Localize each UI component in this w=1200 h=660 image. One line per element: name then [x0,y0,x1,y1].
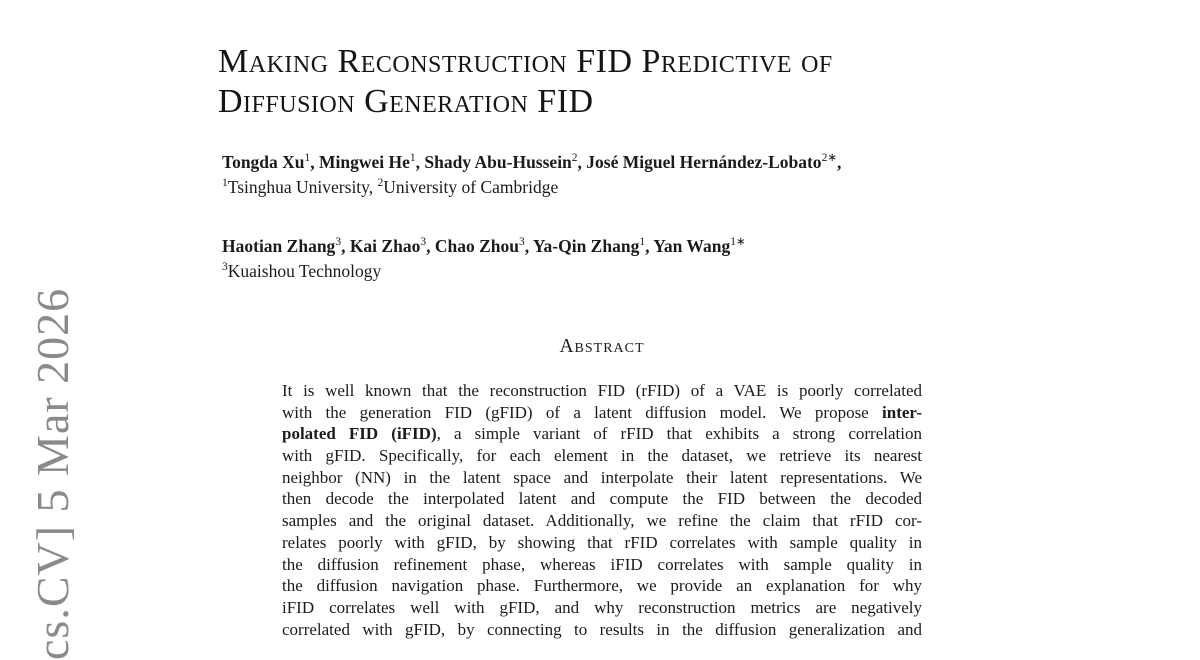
abstract-line: iFID correlates well with gFID, and why … [282,597,922,619]
abstract-text: , a simple variant of rFID that exhibits… [436,424,922,444]
abstract-text: It is well known that the reconstruction… [282,381,922,400]
author-name: Mingwei He [319,152,410,172]
affiliation-marker: 1 [222,177,228,190]
abstract-line: polated FID (iFID), a simple variant of … [282,423,922,445]
abstract-text: the diffusion navigation phase. Furtherm… [282,576,922,596]
author-name: Yan Wang [653,236,731,256]
author-affiliation-marker: 3 [335,236,342,249]
abstract-line: the diffusion refinement phase, whereas … [282,554,922,576]
author-name: Kai Zhao [349,236,421,256]
abstract-text: neighbor (NN) in the latent space and in… [282,467,922,487]
author-affiliation-marker: 1∗ [730,236,746,249]
author-separator: , [836,152,842,172]
author-affiliation-marker: 1 [304,152,311,165]
abstract-line: with gFID. Specifically, for each elemen… [282,445,922,467]
author-separator: , [524,236,533,256]
abstract-text: correlated with gFID, by connecting to r… [282,619,922,639]
author-separator: , [645,236,654,256]
title-line-1: Making Reconstruction FID Predictive of [218,43,833,80]
author-name: José Miguel Hernández-Lobato [586,152,822,172]
author-name: Chao Zhou [434,236,519,256]
author-affiliation-marker: 3 [420,236,427,249]
author-affiliation-marker: 3 [518,236,525,249]
author-affiliation-marker: 1 [639,236,646,249]
abstract-text: the diffusion refinement phase, whereas … [282,554,922,574]
author-affiliation-marker: 2 [571,152,578,165]
abstract-bold-text: polated FID (iFID) [282,424,437,444]
abstract-line: neighbor (NN) in the latent space and in… [282,467,922,489]
affiliation-marker: 3 [222,261,228,274]
abstract-line: with the generation FID (gFID) of a late… [282,402,922,424]
abstract-line: It is well known that the reconstruction… [282,380,922,402]
abstract-text: samples and the original dataset. Additi… [282,511,922,531]
abstract-heading: Abstract [559,336,645,357]
author-names-group1: Tongda Xu1, Mingwei He1, Shady Abu-Husse… [222,150,982,175]
affiliations-group2: 3Kuaishou Technology [222,259,982,284]
author-name: Shady Abu-Hussein [424,152,572,172]
author-name: Tongda Xu [222,152,305,172]
abstract-line: relates poorly with gFID, by showing tha… [282,532,922,554]
affiliation-marker: 2 [377,177,384,190]
abstract-bold-text: inter- [882,402,922,422]
author-affiliation-marker: 2∗ [821,152,837,165]
affiliation-name: Kuaishou Technology [227,261,382,281]
abstract-body: It is well known that the reconstruction… [282,380,922,640]
abstract-text: iFID correlates well with gFID, and why … [282,597,922,617]
author-block-1: Tongda Xu1, Mingwei He1, Shady Abu-Husse… [222,150,982,200]
abstract-text: with gFID. Specifically, for each elemen… [282,446,922,466]
affiliations-group1: 1Tsinghua University, 2University of Cam… [222,175,982,200]
arxiv-watermark: cs.CV] 5 Mar 2026 [27,287,78,660]
paper-title: Making Reconstruction FID Predictive of … [218,42,833,122]
author-separator: , [426,236,435,256]
author-separator: , [415,152,425,172]
abstract-text: with the generation FID (gFID) of a late… [282,402,883,422]
abstract-text: relates poorly with gFID, by showing tha… [282,532,922,552]
title-line-2: Diffusion Generation FID [218,83,594,120]
affiliation-name: University of Cambridge [383,177,559,197]
abstract-text: then decode the interpolated latent and … [282,489,922,509]
author-name: Haotian Zhang [222,236,336,256]
affiliation-name: Tsinghua University, [227,177,378,197]
author-names-group2: Haotian Zhang3, Kai Zhao3, Chao Zhou3, Y… [222,234,982,259]
author-separator: , [310,152,320,172]
abstract-line: correlated with gFID, by connecting to r… [282,619,922,641]
author-block-2: Haotian Zhang3, Kai Zhao3, Chao Zhou3, Y… [222,234,982,284]
author-name: Ya-Qin Zhang [532,236,640,256]
author-separator: , [577,152,587,172]
abstract-line: the diffusion navigation phase. Furtherm… [282,575,922,597]
abstract-line: samples and the original dataset. Additi… [282,510,922,532]
author-affiliation-marker: 1 [409,152,416,165]
author-separator: , [341,236,350,256]
abstract-line: then decode the interpolated latent and … [282,488,922,510]
